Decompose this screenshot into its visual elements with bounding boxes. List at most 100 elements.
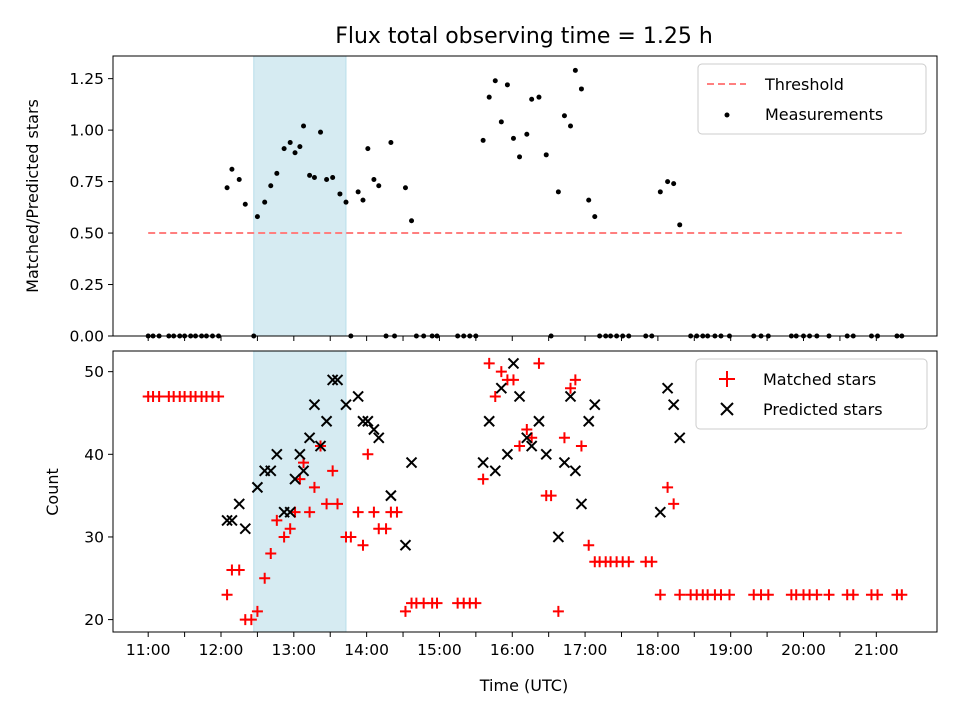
predicted-stars-point bbox=[507, 357, 520, 370]
matched-stars-point bbox=[391, 506, 403, 518]
measurement-point bbox=[287, 139, 293, 145]
predicted-stars-point bbox=[575, 498, 588, 510]
predicted-stars-point bbox=[552, 531, 565, 543]
x-tick-label: 17:00 bbox=[563, 641, 608, 659]
predicted-stars-point bbox=[589, 399, 601, 411]
predicted-stars-point bbox=[477, 456, 489, 469]
matched-stars-point bbox=[327, 465, 339, 477]
matched-stars-point bbox=[668, 498, 680, 510]
predicted-stars-point bbox=[303, 432, 316, 444]
legend-predicted-swatch bbox=[720, 402, 734, 416]
measurement-point bbox=[529, 96, 535, 102]
measurement-point bbox=[486, 94, 492, 100]
matched-stars-point bbox=[278, 531, 290, 543]
predicted-stars-point bbox=[284, 506, 296, 518]
measurement-point bbox=[536, 94, 542, 100]
predicted-stars-point bbox=[521, 432, 533, 444]
predicted-stars-point bbox=[331, 374, 344, 386]
x-tick-label: 12:00 bbox=[199, 641, 244, 659]
matched-stars-point bbox=[380, 523, 392, 535]
predicted-stars-point bbox=[525, 440, 538, 452]
predicted-stars-point bbox=[368, 423, 380, 436]
measurement-point bbox=[330, 174, 336, 180]
matched-stars-point bbox=[507, 374, 519, 386]
predicted-stars-point bbox=[569, 465, 582, 477]
matched-stars-point bbox=[533, 357, 545, 369]
predicted-stars-point bbox=[667, 399, 680, 411]
matched-stars-point bbox=[265, 547, 277, 559]
matched-stars-point bbox=[646, 556, 658, 568]
measurement-point bbox=[365, 146, 371, 152]
measurement-point bbox=[307, 172, 313, 178]
measurement-point bbox=[402, 185, 408, 191]
matched-stars-point bbox=[431, 597, 443, 609]
predicted-stars-point bbox=[674, 432, 686, 444]
predicted-stars-point bbox=[233, 498, 245, 510]
predicted-stars-point bbox=[399, 539, 412, 551]
matched-stars-point bbox=[489, 390, 501, 402]
matched-stars-point bbox=[811, 589, 823, 601]
measurement-point bbox=[360, 197, 366, 203]
predicted-stars-point bbox=[352, 390, 364, 403]
y-tick-label: 20 bbox=[84, 611, 104, 629]
measurement-point bbox=[254, 214, 260, 220]
matched-stars-point bbox=[477, 473, 489, 485]
matched-stars-point bbox=[357, 539, 369, 551]
measurement-point bbox=[318, 129, 324, 135]
x-tick-label: 19:00 bbox=[708, 641, 753, 659]
matched-stars-point bbox=[352, 506, 364, 518]
measurement-point bbox=[498, 119, 504, 125]
measurement-point bbox=[262, 199, 268, 205]
measurement-point bbox=[671, 181, 677, 187]
measurement-point bbox=[543, 152, 549, 158]
predicted-stars-point bbox=[297, 465, 310, 477]
measurement-point bbox=[409, 218, 415, 224]
measurement-point bbox=[578, 86, 584, 92]
matched-stars-point bbox=[583, 539, 595, 551]
predicted-stars-point bbox=[405, 456, 418, 469]
matched-stars-point bbox=[674, 589, 686, 601]
legend-matched-label: Matched stars bbox=[763, 370, 876, 389]
predicted-stars-point bbox=[661, 382, 674, 394]
legend-threshold-label: Threshold bbox=[764, 75, 844, 94]
predicted-stars-point bbox=[221, 514, 233, 527]
predicted-stars-point bbox=[385, 489, 397, 502]
legend-predicted-label: Predicted stars bbox=[763, 400, 883, 419]
measurement-point bbox=[274, 170, 280, 176]
predicted-stars-point bbox=[583, 415, 595, 427]
matched-stars-point bbox=[847, 589, 859, 601]
y-tick-label: 30 bbox=[84, 528, 104, 546]
observing-window-highlight bbox=[253, 55, 347, 337]
top-axes-frame bbox=[112, 55, 938, 337]
y-tick-label: 0.75 bbox=[69, 173, 104, 191]
matched-stars-point bbox=[762, 589, 774, 601]
matched-stars-point bbox=[654, 589, 666, 601]
measurement-point bbox=[592, 214, 598, 220]
predicted-stars-point bbox=[654, 506, 667, 518]
y-tick-label: 1.00 bbox=[69, 122, 104, 140]
matched-stars-point bbox=[251, 605, 263, 617]
matched-stars-point bbox=[368, 506, 380, 518]
measurement-point bbox=[561, 113, 567, 119]
matched-stars-point bbox=[569, 374, 581, 386]
matched-stars-point bbox=[259, 572, 271, 584]
legend-measurements-swatch bbox=[724, 112, 730, 118]
measurement-point bbox=[388, 139, 394, 145]
measurement-point bbox=[657, 189, 663, 195]
y-tick-label: 0.50 bbox=[69, 225, 104, 243]
predicted-stars-point bbox=[501, 448, 514, 461]
matched-stars-point bbox=[872, 589, 884, 601]
matched-stars-point bbox=[723, 589, 735, 601]
x-tick-label: 13:00 bbox=[271, 641, 316, 659]
matched-stars-point bbox=[896, 589, 908, 601]
matched-stars-point bbox=[399, 605, 411, 617]
predicted-stars-point bbox=[564, 390, 577, 403]
x-tick-label: 21:00 bbox=[854, 641, 899, 659]
predicted-stars-point bbox=[513, 390, 526, 403]
matched-stars-point bbox=[153, 390, 165, 402]
predicted-stars-point bbox=[239, 522, 251, 535]
matched-stars-point bbox=[304, 506, 316, 518]
measurement-point bbox=[355, 189, 361, 195]
predicted-stars-point bbox=[308, 399, 321, 411]
